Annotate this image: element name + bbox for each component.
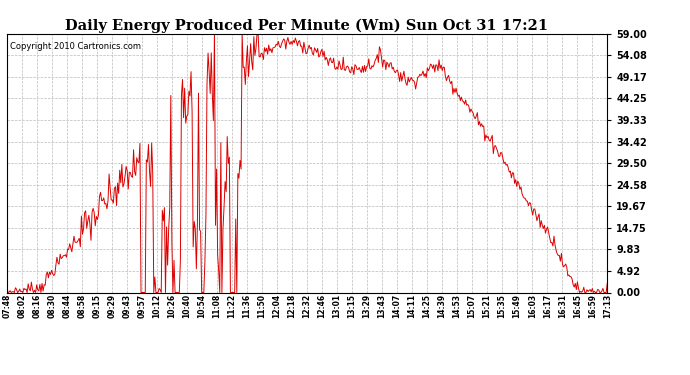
Text: Copyright 2010 Cartronics.com: Copyright 2010 Cartronics.com [10,42,141,51]
Title: Daily Energy Produced Per Minute (Wm) Sun Oct 31 17:21: Daily Energy Produced Per Minute (Wm) Su… [66,18,549,33]
